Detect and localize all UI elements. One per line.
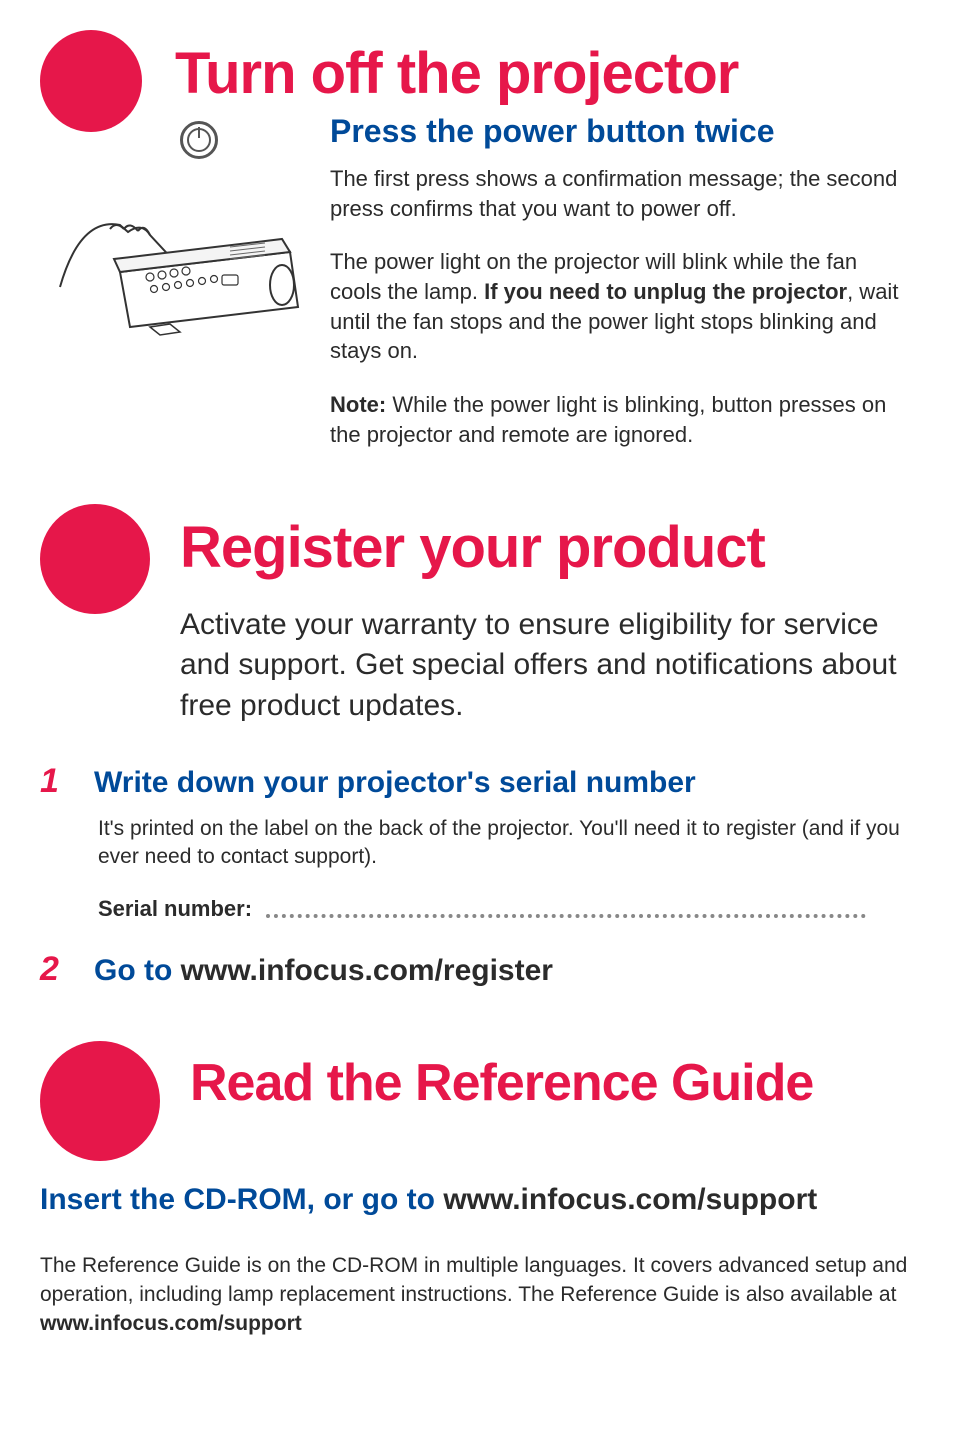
subheading: Press the power button twice <box>330 113 914 150</box>
section-body: Press the power button twice The first p… <box>40 113 914 474</box>
step-body: It's printed on the label on the back of… <box>98 815 914 872</box>
section-reference-guide: Read the Reference Guide Insert the CD-R… <box>40 1053 914 1339</box>
paragraph: The Reference Guide is on the CD-ROM in … <box>40 1251 914 1339</box>
note-text: While the power light is blinking, butto… <box>330 392 886 447</box>
power-icon <box>180 121 218 159</box>
note-paragraph: Note: While the power light is blinking,… <box>330 390 914 449</box>
step-header: 2 Go to www.infocus.com/register <box>40 950 914 989</box>
subheading: Insert the CD-ROM, or go to www.infocus.… <box>40 1183 914 1217</box>
step-1: 1 Write down your projector's serial num… <box>40 762 914 922</box>
bold-text: If you need to unplug the projector <box>484 279 847 304</box>
projector-illustration <box>50 177 300 347</box>
illustration-column <box>40 113 310 474</box>
section-intro: Activate your warranty to ensure eligibi… <box>180 605 900 727</box>
section-title: Turn off the projector <box>175 40 914 107</box>
step-2: 2 Go to www.infocus.com/register <box>40 950 914 989</box>
bullet-circle <box>40 30 142 132</box>
url-text: www.infocus.com/register <box>181 954 553 987</box>
text-blue: Insert the CD-ROM, or go to <box>40 1183 443 1216</box>
step-number: 2 <box>40 950 70 989</box>
section-text: Press the power button twice The first p… <box>330 113 914 474</box>
bullet-circle <box>40 1041 160 1161</box>
note-label: Note: <box>330 392 386 417</box>
url-text: www.infocus.com/support <box>443 1183 817 1216</box>
step-number: 1 <box>40 762 70 801</box>
text-blue: Go to <box>94 954 181 987</box>
step-heading: Go to www.infocus.com/register <box>94 954 553 988</box>
section-turn-off: Turn off the projector <box>40 40 914 474</box>
serial-number-row: Serial number: <box>98 896 914 922</box>
step-header: 1 Write down your projector's serial num… <box>40 762 914 801</box>
bullet-circle <box>40 504 150 614</box>
serial-label: Serial number: <box>98 896 252 922</box>
section-register: Register your product Activate your warr… <box>40 514 914 989</box>
step-heading: Write down your projector's serial numbe… <box>94 766 696 800</box>
url-bold: www.infocus.com/support <box>40 1312 302 1335</box>
section-title: Read the Reference Guide <box>190 1053 914 1113</box>
power-icon-inner <box>187 128 211 152</box>
paragraph: The first press shows a confirmation mes… <box>330 164 914 223</box>
serial-input-line[interactable] <box>266 914 866 918</box>
section-title: Register your product <box>180 514 914 581</box>
text: The Reference Guide is on the CD-ROM in … <box>40 1254 907 1306</box>
paragraph: The power light on the projector will bl… <box>330 247 914 366</box>
